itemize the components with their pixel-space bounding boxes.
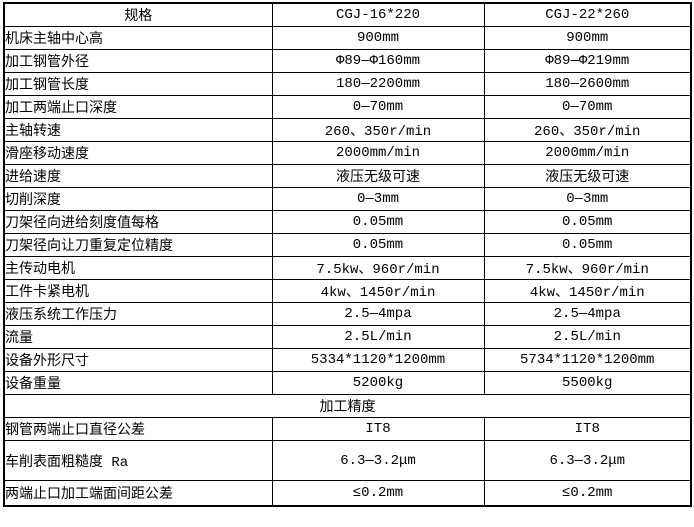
- value-model-2: 液压无级可速: [483, 164, 692, 188]
- value-model-2: 0—70mm: [483, 95, 692, 119]
- value-model-2: 900mm: [483, 26, 692, 50]
- value-model-1: Φ89—Φ160mm: [271, 49, 485, 73]
- table-row-overall-dimensions: 设备外形尺寸 5334*1120*1200mm 5734*1120*1200mm: [3, 348, 692, 372]
- table-row-repeat-positioning: 刀架径向让刀重复定位精度 0.05mm 0.05mm: [3, 233, 692, 257]
- row-label: 流量: [3, 325, 273, 349]
- value-model-2: 6.3—3.2μm: [483, 440, 692, 481]
- row-label: 液压系统工作压力: [3, 302, 273, 326]
- value-model-2: 0—3mm: [483, 187, 692, 211]
- row-label: 主传动电机: [3, 256, 273, 280]
- table-row-pipe-length: 加工钢管长度 180—2200mm 180—2600mm: [3, 72, 692, 96]
- value-model-2: ≤0.2mm: [483, 480, 692, 507]
- value-model-2: 5734*1120*1200mm: [483, 348, 692, 372]
- value-model-1: 0—70mm: [271, 95, 485, 119]
- section-row-machining-precision: 加工精度: [3, 394, 692, 418]
- value-model-1: 液压无级可速: [271, 164, 485, 188]
- value-model-1: 2.5—4mpa: [271, 302, 485, 326]
- value-model-1: 2.5L/min: [271, 325, 485, 349]
- row-label: 加工钢管长度: [3, 72, 273, 96]
- row-label: 加工两端止口深度: [3, 95, 273, 119]
- table-row-pipe-outer-diameter: 加工钢管外径 Φ89—Φ160mm Φ89—Φ219mm: [3, 49, 692, 73]
- value-model-2: 5500kg: [483, 371, 692, 395]
- table-row-spigot-depth: 加工两端止口深度 0—70mm 0—70mm: [3, 95, 692, 119]
- row-label: 设备外形尺寸: [3, 348, 273, 372]
- header-cell-model-1: CGJ-16*220: [271, 2, 485, 27]
- table-row-equipment-weight: 设备重量 5200kg 5500kg: [3, 371, 692, 395]
- row-label: 车削表面粗糙度 Ra: [3, 440, 273, 481]
- value-model-1: 260、350r/min: [271, 118, 485, 142]
- value-model-2: 0.05mm: [483, 233, 692, 257]
- value-model-2: 4kw、1450r/min: [483, 279, 692, 303]
- row-label: 设备重量: [3, 371, 273, 395]
- value-model-2: Φ89—Φ219mm: [483, 49, 692, 73]
- table-row-spigot-diameter-tolerance: 钢管两端止口直径公差 IT8 IT8: [3, 417, 692, 441]
- value-model-2: 260、350r/min: [483, 118, 692, 142]
- table-row-flow-rate: 流量 2.5L/min 2.5L/min: [3, 325, 692, 349]
- table-row-dial-graduation: 刀架径向进给刻度值每格 0.05mm 0.05mm: [3, 210, 692, 234]
- table-row-spindle-speed: 主轴转速 260、350r/min 260、350r/min: [3, 118, 692, 142]
- row-label: 钢管两端止口直径公差: [3, 417, 273, 441]
- section-title: 加工精度: [3, 394, 692, 418]
- value-model-2: 7.5kw、960r/min: [483, 256, 692, 280]
- value-model-1: 0.05mm: [271, 210, 485, 234]
- value-model-2: 2000mm/min: [483, 141, 692, 165]
- row-label: 主轴转速: [3, 118, 273, 142]
- value-model-1: 7.5kw、960r/min: [271, 256, 485, 280]
- table-row-main-motor: 主传动电机 7.5kw、960r/min 7.5kw、960r/min: [3, 256, 692, 280]
- value-model-2: 0.05mm: [483, 210, 692, 234]
- value-model-1: 4kw、1450r/min: [271, 279, 485, 303]
- row-label: 切削深度: [3, 187, 273, 211]
- row-label: 进给速度: [3, 164, 273, 188]
- table-row-spindle-center-height: 机床主轴中心高 900mm 900mm: [3, 26, 692, 50]
- value-model-1: 5200kg: [271, 371, 485, 395]
- row-label: 刀架径向让刀重复定位精度: [3, 233, 273, 257]
- row-label: 刀架径向进给刻度值每格: [3, 210, 273, 234]
- machine-spec-table: 规格 CGJ-16*220 CGJ-22*260 机床主轴中心高 900mm 9…: [3, 2, 692, 507]
- value-model-2: 2.5L/min: [483, 325, 692, 349]
- table-row-cutting-depth: 切削深度 0—3mm 0—3mm: [3, 187, 692, 211]
- value-model-1: 900mm: [271, 26, 485, 50]
- value-model-1: 0—3mm: [271, 187, 485, 211]
- value-model-2: 180—2600mm: [483, 72, 692, 96]
- header-cell-model-2: CGJ-22*260: [483, 2, 692, 27]
- spec-table-container: 规格 CGJ-16*220 CGJ-22*260 机床主轴中心高 900mm 9…: [3, 2, 692, 507]
- row-label: 工件卡紧电机: [3, 279, 273, 303]
- table-row-slide-speed: 滑座移动速度 2000mm/min 2000mm/min: [3, 141, 692, 165]
- value-model-1: 0.05mm: [271, 233, 485, 257]
- value-model-1: ≤0.2mm: [271, 480, 485, 507]
- row-label: 滑座移动速度: [3, 141, 273, 165]
- header-cell-spec: 规格: [3, 2, 273, 27]
- value-model-1: 180—2200mm: [271, 72, 485, 96]
- value-model-2: 2.5—4mpa: [483, 302, 692, 326]
- table-row-end-face-distance-tolerance: 两端止口加工端面间距公差 ≤0.2mm ≤0.2mm: [3, 480, 692, 507]
- value-model-1: IT8: [271, 417, 485, 441]
- row-label: 加工钢管外径: [3, 49, 273, 73]
- row-label: 机床主轴中心高: [3, 26, 273, 50]
- header-row: 规格 CGJ-16*220 CGJ-22*260: [3, 2, 692, 27]
- table-row-hydraulic-pressure: 液压系统工作压力 2.5—4mpa 2.5—4mpa: [3, 302, 692, 326]
- value-model-1: 2000mm/min: [271, 141, 485, 165]
- value-model-2: IT8: [483, 417, 692, 441]
- table-row-clamping-motor: 工件卡紧电机 4kw、1450r/min 4kw、1450r/min: [3, 279, 692, 303]
- table-row-surface-roughness: 车削表面粗糙度 Ra 6.3—3.2μm 6.3—3.2μm: [3, 440, 692, 481]
- value-model-1: 5334*1120*1200mm: [271, 348, 485, 372]
- value-model-1: 6.3—3.2μm: [271, 440, 485, 481]
- table-row-feed-speed: 进给速度 液压无级可速 液压无级可速: [3, 164, 692, 188]
- row-label: 两端止口加工端面间距公差: [3, 480, 273, 507]
